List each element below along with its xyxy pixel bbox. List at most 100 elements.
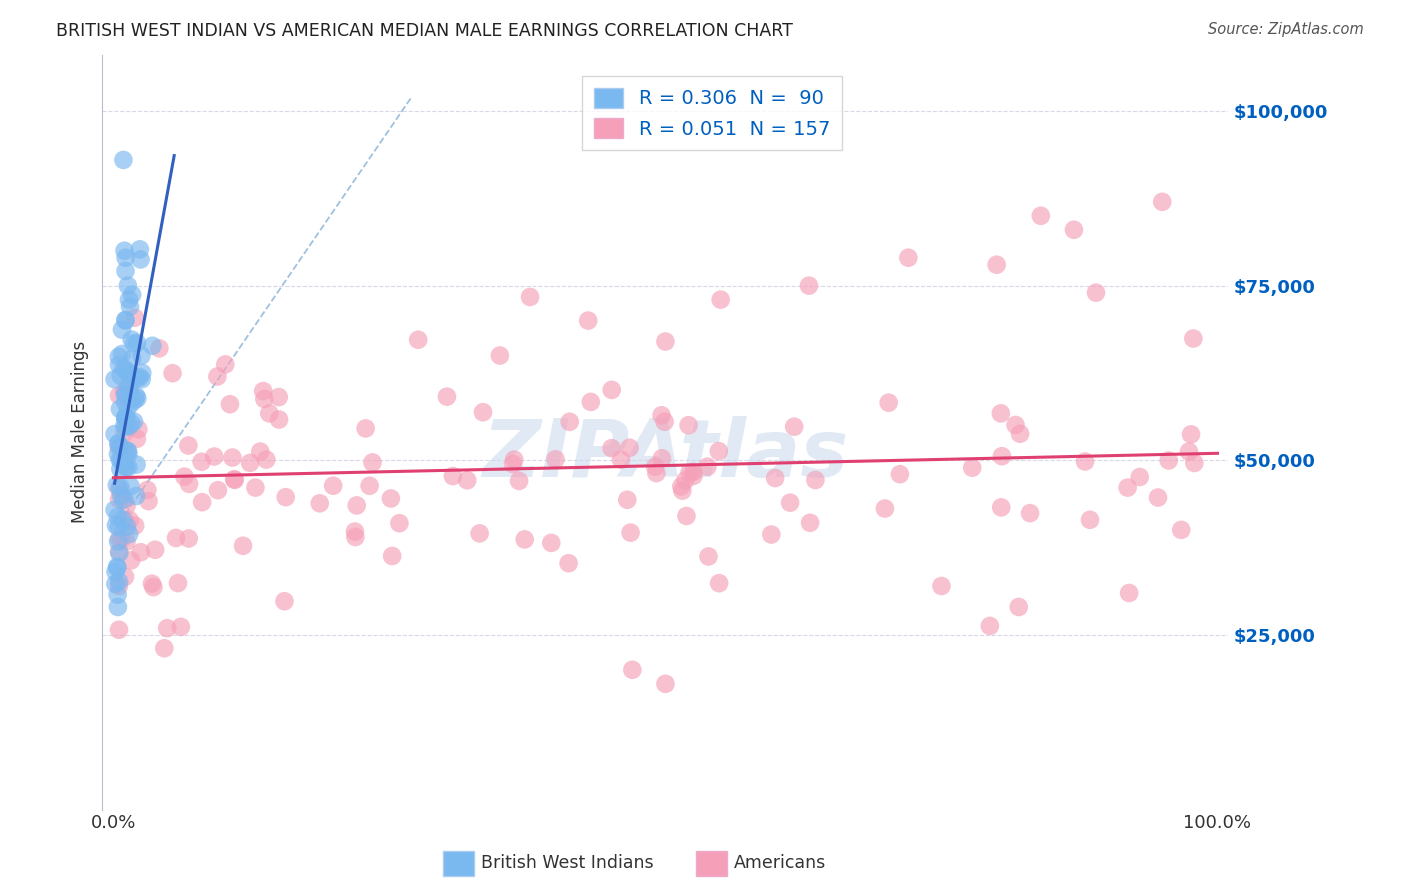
Point xyxy=(110,368,132,383)
Point xyxy=(654,334,676,349)
Point xyxy=(131,372,153,386)
Point xyxy=(118,384,141,398)
Point xyxy=(678,418,700,433)
Point xyxy=(110,489,132,503)
Point xyxy=(1157,453,1180,467)
Point xyxy=(1074,454,1097,468)
Point xyxy=(489,349,512,363)
Point xyxy=(682,465,704,479)
Point xyxy=(267,390,290,404)
Point xyxy=(991,449,1014,463)
Point xyxy=(127,422,149,436)
Point xyxy=(143,542,166,557)
Point xyxy=(381,549,404,563)
Point xyxy=(344,530,367,544)
Point xyxy=(148,342,170,356)
Point xyxy=(576,313,599,327)
Point xyxy=(125,389,148,403)
Point xyxy=(214,358,236,372)
Point xyxy=(156,621,179,635)
Point xyxy=(107,447,129,461)
Point xyxy=(112,153,135,167)
Point xyxy=(117,460,139,475)
Point xyxy=(114,251,136,265)
Point xyxy=(111,347,134,361)
Point xyxy=(115,387,138,401)
Point xyxy=(654,415,676,429)
Y-axis label: Median Male Earnings: Median Male Earnings xyxy=(72,342,89,524)
Point xyxy=(274,490,297,504)
Point xyxy=(110,481,132,495)
Point xyxy=(118,300,141,314)
Point xyxy=(107,437,129,451)
Point xyxy=(508,474,530,488)
Point xyxy=(108,574,131,589)
Point xyxy=(710,293,733,307)
Point xyxy=(114,313,136,327)
Point xyxy=(191,495,214,509)
Point xyxy=(117,443,139,458)
Point xyxy=(346,499,368,513)
Point xyxy=(253,392,276,406)
Point xyxy=(107,520,129,534)
Point xyxy=(120,417,142,431)
Point xyxy=(519,290,541,304)
Point xyxy=(799,516,821,530)
Point xyxy=(544,452,567,467)
Point xyxy=(779,496,801,510)
Point xyxy=(1170,523,1192,537)
Point xyxy=(138,494,160,508)
Point xyxy=(873,501,896,516)
Legend: R = 0.306  N =  90, R = 0.051  N = 157: R = 0.306 N = 90, R = 0.051 N = 157 xyxy=(582,76,842,150)
Point xyxy=(472,405,495,419)
Point xyxy=(115,410,138,425)
Point xyxy=(118,527,141,541)
Point xyxy=(114,363,136,377)
Point xyxy=(1008,599,1031,614)
Point xyxy=(557,556,579,570)
Point xyxy=(162,366,184,380)
Point xyxy=(254,452,277,467)
Point xyxy=(343,524,366,539)
Point xyxy=(1118,586,1140,600)
Point xyxy=(406,333,429,347)
Point xyxy=(112,492,135,507)
Point xyxy=(322,479,344,493)
Point xyxy=(112,361,135,376)
Point xyxy=(207,369,229,384)
Text: British West Indians: British West Indians xyxy=(481,855,654,872)
Point xyxy=(131,366,153,380)
Point xyxy=(120,479,142,493)
Point xyxy=(114,387,136,401)
Point xyxy=(142,580,165,594)
Point xyxy=(979,619,1001,633)
Point xyxy=(990,406,1012,420)
Point xyxy=(540,536,562,550)
Point xyxy=(177,438,200,452)
Text: ZIPAtlas: ZIPAtlas xyxy=(482,416,849,494)
Point xyxy=(129,252,152,267)
Point xyxy=(308,496,330,510)
Point xyxy=(267,412,290,426)
Point xyxy=(361,455,384,469)
Point xyxy=(110,453,132,467)
Point xyxy=(1129,470,1152,484)
Point xyxy=(107,436,129,450)
Point xyxy=(131,349,153,363)
Point xyxy=(671,483,693,498)
Point xyxy=(202,450,225,464)
Point xyxy=(121,395,143,409)
Point xyxy=(115,420,138,434)
Point xyxy=(273,594,295,608)
Point xyxy=(124,310,146,325)
Point xyxy=(1004,417,1026,432)
Point xyxy=(651,451,673,466)
Point xyxy=(621,663,644,677)
Point xyxy=(108,532,131,546)
Point xyxy=(167,576,190,591)
Point xyxy=(114,244,136,258)
Point xyxy=(117,444,139,458)
Point xyxy=(115,534,138,549)
Point xyxy=(125,432,148,446)
Point xyxy=(115,459,138,474)
